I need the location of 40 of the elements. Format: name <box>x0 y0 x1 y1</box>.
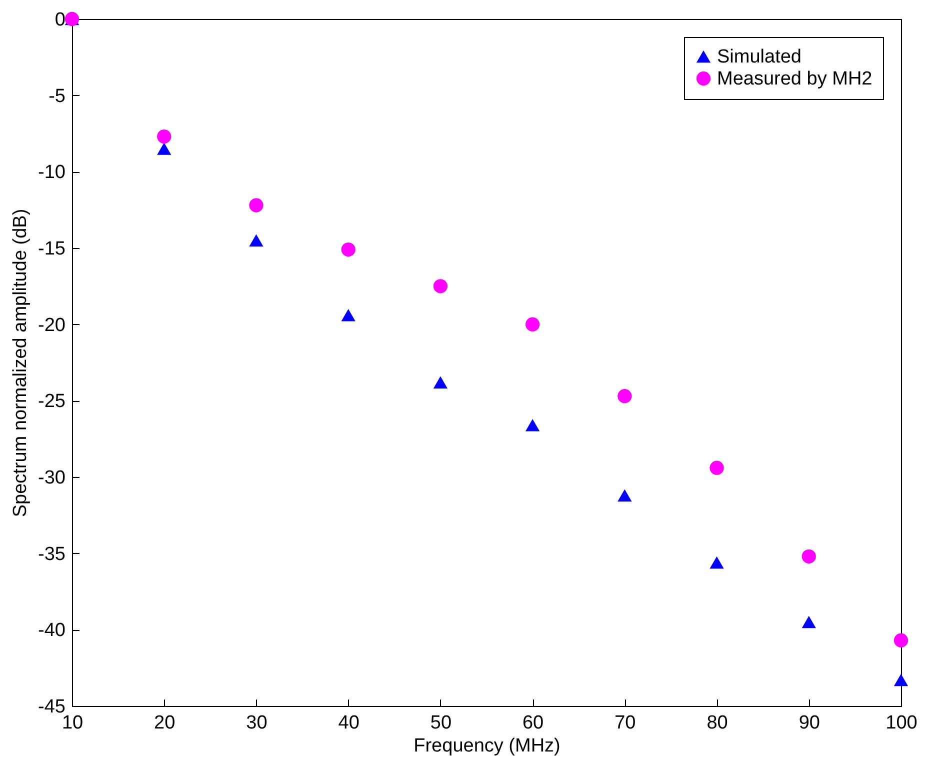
point <box>157 142 172 155</box>
point <box>894 633 908 648</box>
point <box>341 242 356 257</box>
x-tick-label: 30 <box>246 712 268 734</box>
y-tick-label: -25 <box>38 391 66 412</box>
point <box>341 309 356 322</box>
x-tick-label: 50 <box>430 712 452 734</box>
point <box>249 234 264 246</box>
y-tick-label: -5 <box>48 86 66 107</box>
x-tick-label: 90 <box>798 712 820 734</box>
x-axis-title: Frequency (MHz) <box>414 736 560 756</box>
point <box>433 376 448 388</box>
y-tick-label: -30 <box>38 468 66 488</box>
point <box>802 616 816 628</box>
legend-label: Measured by MH2 <box>717 68 872 90</box>
point <box>525 317 540 332</box>
point <box>894 674 908 686</box>
y-axis-title: Spectrum normalized amplitude (dB) <box>10 208 32 518</box>
y-tick-label: -40 <box>38 620 66 642</box>
x-tick-label: 20 <box>154 712 176 734</box>
x-tick-label: 80 <box>706 712 728 734</box>
point <box>618 489 632 502</box>
x-tick-label: 70 <box>614 712 636 734</box>
point <box>157 129 172 144</box>
point <box>618 389 632 404</box>
y-tick-label: 0 <box>54 10 66 30</box>
point <box>525 418 540 432</box>
legend-label: Simulated <box>717 46 802 68</box>
y-tick-label: -15 <box>38 238 66 260</box>
x-tick-label: 40 <box>338 712 360 734</box>
point <box>710 556 724 569</box>
point <box>433 279 448 294</box>
y-tick-label: -10 <box>38 162 66 184</box>
point <box>710 460 724 475</box>
x-tick-label: 100 <box>886 712 918 734</box>
y-tick-label: -20 <box>38 314 66 336</box>
y-tick-label: -35 <box>38 544 66 565</box>
point <box>802 549 816 564</box>
point <box>249 198 264 212</box>
x-tick-label: 60 <box>522 712 544 734</box>
